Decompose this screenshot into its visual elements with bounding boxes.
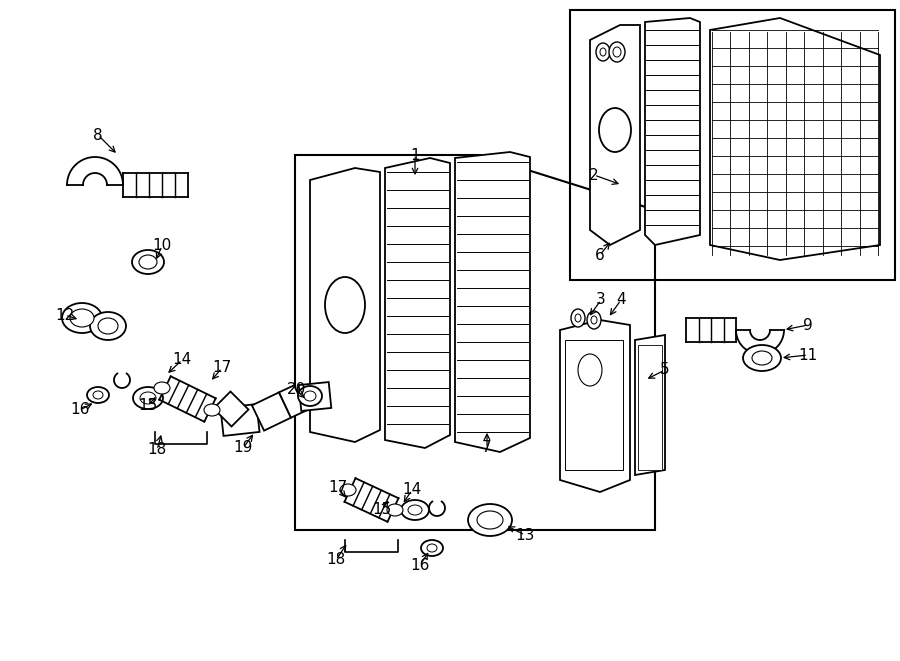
Polygon shape [635, 335, 665, 475]
Ellipse shape [591, 316, 597, 324]
Ellipse shape [752, 351, 772, 365]
Ellipse shape [133, 387, 163, 409]
Ellipse shape [571, 309, 585, 327]
Polygon shape [560, 320, 630, 492]
Ellipse shape [468, 504, 512, 536]
Text: 12: 12 [56, 307, 75, 323]
Ellipse shape [408, 505, 422, 515]
Text: 9: 9 [803, 317, 813, 332]
Polygon shape [279, 385, 306, 418]
Ellipse shape [154, 382, 170, 394]
Polygon shape [213, 391, 248, 426]
Text: 7: 7 [482, 440, 491, 455]
Polygon shape [385, 158, 450, 448]
Ellipse shape [609, 42, 625, 62]
Ellipse shape [599, 108, 631, 152]
Ellipse shape [93, 391, 103, 399]
Ellipse shape [139, 255, 157, 269]
Text: 5: 5 [661, 362, 670, 377]
Ellipse shape [387, 504, 403, 516]
Ellipse shape [575, 314, 581, 322]
Ellipse shape [743, 345, 781, 371]
Ellipse shape [401, 500, 429, 520]
Text: 19: 19 [233, 440, 253, 455]
Ellipse shape [132, 250, 164, 274]
Bar [565, 340, 623, 470]
Bar [570, 10, 895, 280]
Ellipse shape [427, 544, 437, 552]
Polygon shape [455, 152, 530, 452]
Ellipse shape [325, 277, 365, 333]
Polygon shape [590, 25, 640, 245]
Polygon shape [710, 18, 880, 260]
Ellipse shape [421, 540, 443, 556]
Ellipse shape [613, 47, 621, 57]
Ellipse shape [587, 311, 601, 329]
Text: 15: 15 [139, 397, 158, 412]
Text: 14: 14 [173, 352, 192, 368]
Text: 16: 16 [70, 403, 90, 418]
Text: 3: 3 [596, 293, 606, 307]
Text: 17: 17 [212, 360, 231, 375]
Ellipse shape [87, 387, 109, 403]
Text: 15: 15 [373, 502, 392, 518]
Text: 1: 1 [410, 147, 419, 163]
Polygon shape [310, 168, 380, 442]
Ellipse shape [90, 312, 126, 340]
Text: 4: 4 [616, 293, 625, 307]
Ellipse shape [340, 484, 356, 496]
Ellipse shape [140, 392, 156, 404]
Ellipse shape [477, 511, 503, 529]
Ellipse shape [298, 386, 322, 406]
Ellipse shape [98, 318, 118, 334]
Polygon shape [252, 393, 291, 430]
Polygon shape [220, 404, 259, 436]
Text: 14: 14 [402, 483, 421, 498]
Bar [638, 345, 662, 470]
Ellipse shape [304, 391, 316, 401]
Text: 10: 10 [152, 239, 172, 254]
Ellipse shape [596, 43, 610, 61]
Ellipse shape [600, 48, 606, 56]
Polygon shape [645, 18, 700, 245]
Text: 18: 18 [327, 553, 346, 568]
Text: 2: 2 [590, 167, 598, 182]
Text: 17: 17 [328, 481, 347, 496]
Text: 20: 20 [286, 383, 306, 397]
Text: 18: 18 [148, 442, 166, 457]
Ellipse shape [75, 165, 115, 205]
Ellipse shape [70, 309, 94, 327]
Text: 11: 11 [798, 348, 817, 362]
Text: 8: 8 [94, 128, 103, 143]
Ellipse shape [204, 404, 220, 416]
Text: 16: 16 [410, 557, 429, 572]
Text: 13: 13 [516, 527, 535, 543]
Ellipse shape [578, 354, 602, 386]
Ellipse shape [62, 303, 102, 333]
Polygon shape [299, 382, 331, 411]
Text: 6: 6 [595, 247, 605, 262]
